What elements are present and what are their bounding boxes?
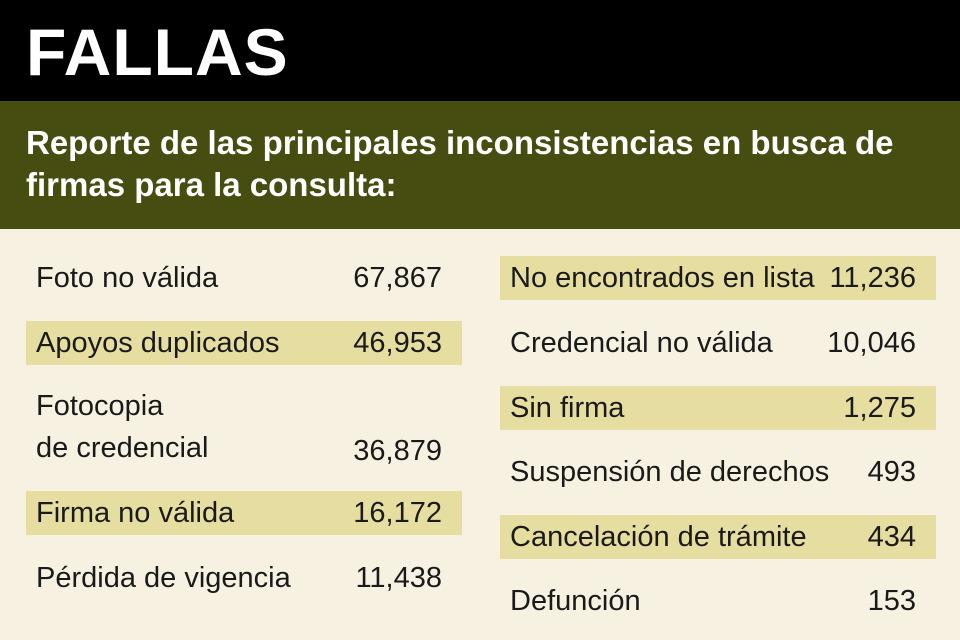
item-value: 36,879 xyxy=(353,435,442,467)
item-value: 153 xyxy=(867,585,916,617)
item-label-line-2: de credencial xyxy=(36,432,209,464)
list-item-defuncion: Defunción 153 xyxy=(500,579,936,623)
list-item-cancelacion-de-tramite: Cancelación de trámite 434 xyxy=(500,515,936,559)
item-label: Apoyos duplicados xyxy=(36,327,280,359)
list-item-no-encontrados-en-lista: No encontrados en lista 11,236 xyxy=(500,256,936,300)
item-label: No encontrados en lista xyxy=(510,262,815,294)
list-item-firma-no-valida: Firma no válida 16,172 xyxy=(26,491,462,535)
list-item-suspension-de-derechos: Suspensión de derechos 493 xyxy=(500,450,936,494)
item-label: Sin firma xyxy=(510,392,625,424)
item-label-line-1: Fotocopia xyxy=(36,390,164,422)
item-value: 16,172 xyxy=(353,497,442,529)
item-label: Cancelación de trámite xyxy=(510,521,807,553)
page-subtitle: Reporte de las principales inconsistenci… xyxy=(26,124,894,203)
item-label: Firma no válida xyxy=(36,497,235,529)
item-label: Pérdida de vigencia xyxy=(36,562,291,594)
item-value: 46,953 xyxy=(353,327,442,359)
list-item-sin-firma: Sin firma 1,275 xyxy=(500,386,936,430)
list-item-foto-no-valida: Foto no válida 67,867 xyxy=(26,256,462,300)
item-label: Suspensión de derechos xyxy=(510,456,830,488)
page-title: FALLAS xyxy=(26,15,289,89)
item-label: Defunción xyxy=(510,585,641,617)
item-value: 434 xyxy=(867,521,916,553)
item-value: 67,867 xyxy=(353,262,442,294)
item-value: 493 xyxy=(867,456,916,488)
subtitle-bar xyxy=(0,101,960,229)
list-item-fotocopia-de-credencial: Fotocopia de credencial 36,879 xyxy=(26,385,462,473)
item-label: Foto no válida xyxy=(36,262,219,294)
list-item-perdida-de-vigencia: Pérdida de vigencia 11,438 xyxy=(26,556,462,600)
item-label: Credencial no válida xyxy=(510,327,773,359)
title-bar xyxy=(0,0,960,101)
list-item-credencial-no-valida: Credencial no válida 10,046 xyxy=(500,321,936,365)
item-value: 11,236 xyxy=(829,262,916,294)
item-label: Fotocopia de credencial xyxy=(36,385,209,473)
list-item-apoyos-duplicados: Apoyos duplicados 46,953 xyxy=(26,321,462,365)
item-value: 10,046 xyxy=(827,327,916,359)
item-value: 1,275 xyxy=(843,392,916,424)
item-value: 11,438 xyxy=(355,562,442,594)
